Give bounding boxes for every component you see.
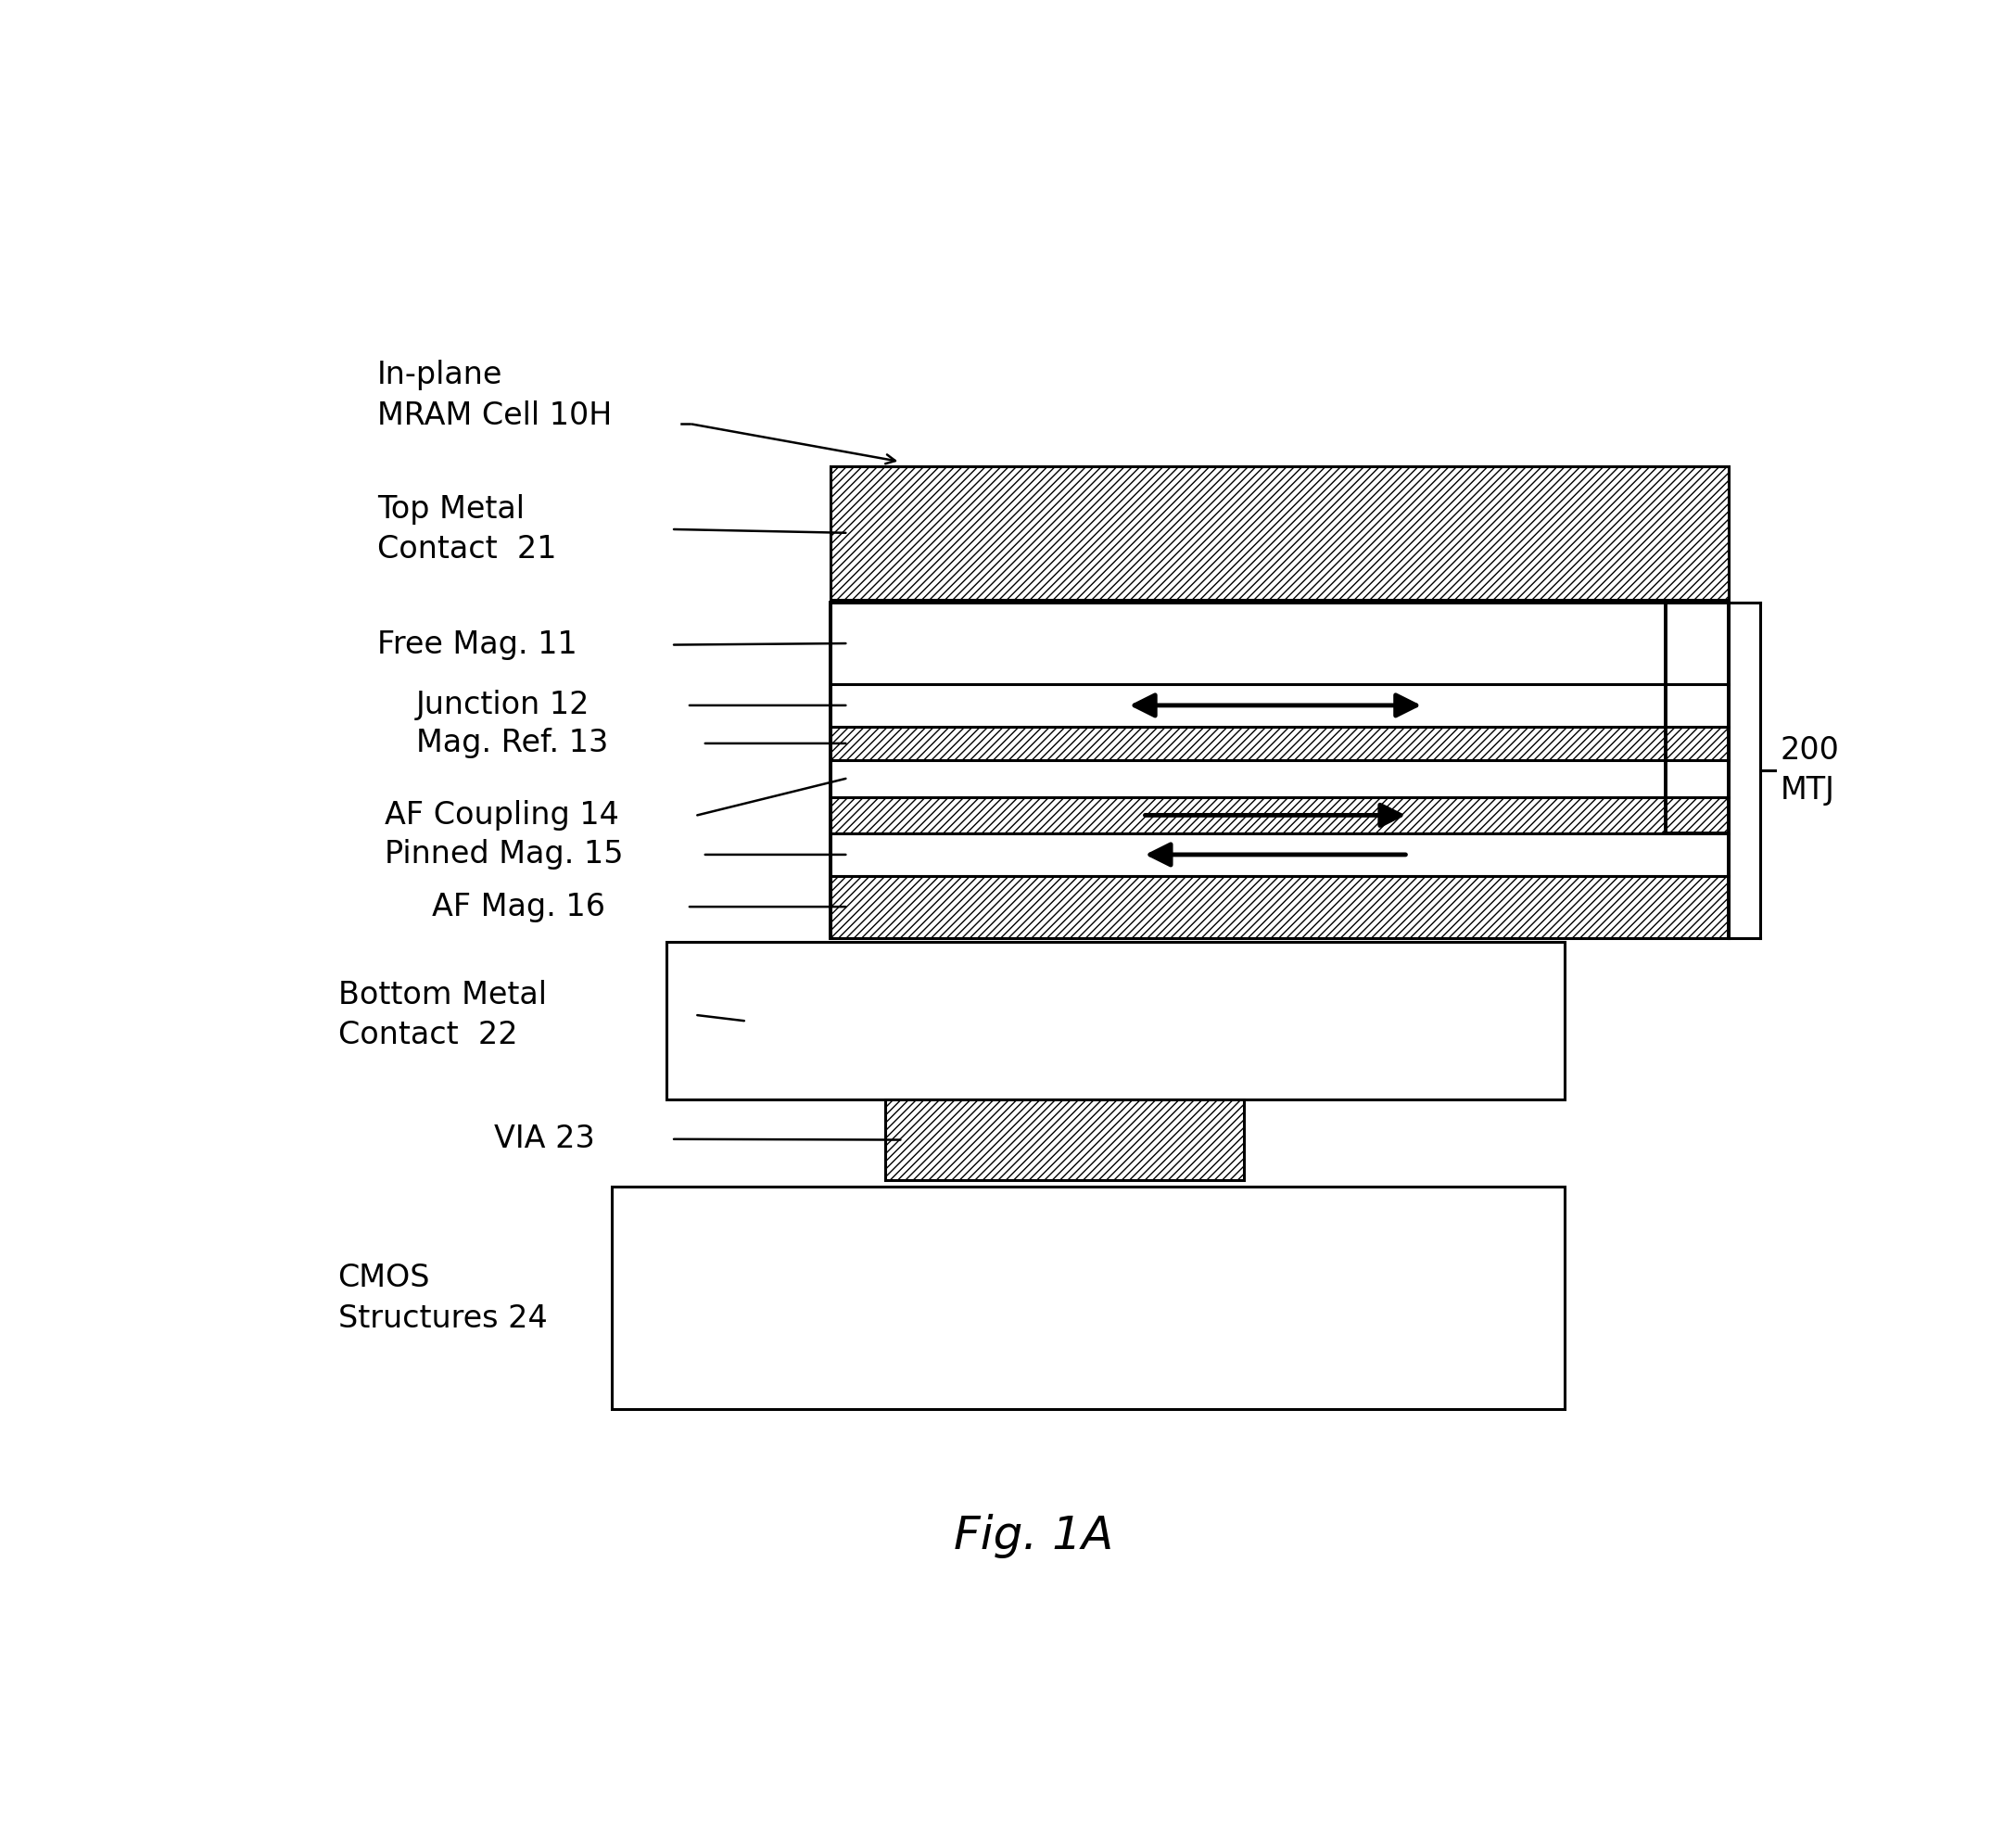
Bar — [831, 797, 1728, 834]
Text: CMOS
Structures 24: CMOS Structures 24 — [339, 1262, 546, 1333]
Bar — [831, 726, 1728, 761]
Text: Top Metal
Contact  21: Top Metal Contact 21 — [377, 494, 556, 565]
Text: Free Mag. 11: Free Mag. 11 — [377, 629, 577, 660]
Text: AF Coupling 14: AF Coupling 14 — [385, 799, 619, 830]
Bar — [831, 684, 1728, 726]
Bar — [831, 876, 1728, 938]
Bar — [665, 942, 1564, 1099]
Bar — [831, 466, 1728, 600]
Bar — [611, 1187, 1564, 1410]
Text: Fig. 1A: Fig. 1A — [954, 1514, 1113, 1558]
Bar — [831, 761, 1728, 797]
Bar — [831, 834, 1728, 876]
Text: Junction 12: Junction 12 — [415, 690, 591, 721]
Text: In-plane
MRAM Cell 10H: In-plane MRAM Cell 10H — [377, 360, 611, 432]
Text: VIA 23: VIA 23 — [494, 1123, 595, 1154]
Bar — [885, 1099, 1244, 1180]
Text: Mag. Ref. 13: Mag. Ref. 13 — [415, 728, 609, 759]
Text: Bottom Metal
Contact  22: Bottom Metal Contact 22 — [339, 980, 546, 1050]
Text: 200
MTJ: 200 MTJ — [1780, 735, 1839, 805]
Bar — [831, 602, 1728, 684]
Text: AF Mag. 16: AF Mag. 16 — [431, 891, 605, 922]
Text: Pinned Mag. 15: Pinned Mag. 15 — [385, 840, 623, 871]
